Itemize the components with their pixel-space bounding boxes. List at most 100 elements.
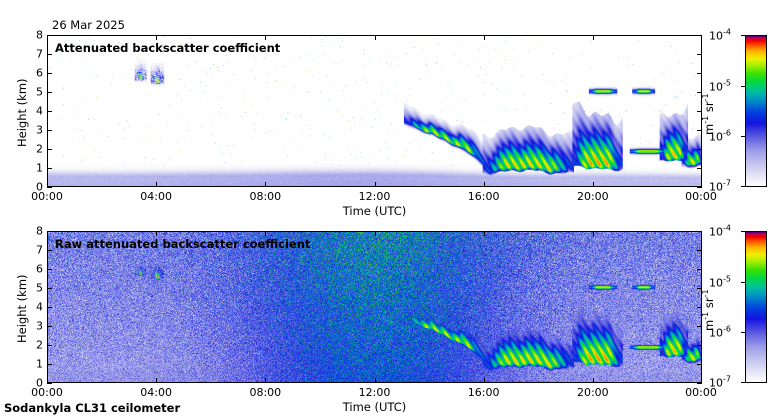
y-tick-label: 5: [36, 281, 43, 295]
colorbar-top: [745, 35, 767, 187]
x-tick: [374, 378, 376, 383]
y-tick-right: [697, 35, 702, 36]
x-tick-label: 20:00: [576, 386, 609, 399]
y-tick: [47, 130, 52, 131]
y-tick: [47, 35, 52, 36]
x-tick-top: [483, 35, 485, 40]
y-tick-label: 5: [36, 85, 43, 99]
x-tick-top: [47, 35, 48, 40]
colorbar-tick-label: 10-5: [709, 78, 731, 93]
y-tick-label: 6: [36, 262, 43, 276]
x-tick: [701, 182, 702, 187]
x-tick: [265, 378, 267, 383]
y-tick-label: 3: [36, 319, 43, 333]
x-tick-top: [483, 231, 485, 236]
x-axis-title-bottom: Time (UTC): [342, 400, 407, 414]
colorbar-tick: [741, 136, 745, 138]
y-tick-right: [697, 54, 702, 55]
x-tick-top: [47, 231, 48, 236]
y-tick-label: 2: [36, 142, 43, 156]
x-tick: [701, 378, 702, 383]
y-tick-right: [697, 269, 702, 270]
y-tick: [47, 92, 52, 93]
y-tick: [47, 326, 52, 327]
colorbar-tick: [741, 231, 745, 232]
colorbar-tick-label: 10-7: [709, 374, 731, 390]
colorbar-tick: [741, 281, 745, 283]
x-tick: [47, 378, 48, 383]
x-tick: [156, 182, 158, 187]
x-tick: [592, 182, 594, 187]
y-tick: [47, 345, 52, 346]
y-tick-label: 6: [36, 66, 43, 80]
y-tick-right: [697, 130, 702, 131]
y-tick-label: 2: [36, 338, 43, 352]
y-tick-label: 1: [36, 357, 43, 371]
colorbar-tick-label: 10-7: [709, 178, 731, 194]
y-tick-label: 4: [36, 104, 43, 118]
colorbar-tick-label: 10-6: [709, 129, 731, 144]
x-tick-label: 20:00: [576, 190, 609, 203]
colorbar-tick-label: 10-4: [709, 223, 731, 239]
y-tick: [47, 111, 52, 112]
colorbar-tick-label: 10-4: [709, 27, 731, 43]
y-tick-right: [697, 73, 702, 74]
x-tick-label: 08:00: [249, 386, 282, 399]
y-tick: [47, 250, 52, 251]
y-tick-right: [697, 187, 702, 188]
x-tick-top: [265, 231, 267, 236]
y-tick: [47, 288, 52, 289]
y-tick: [47, 187, 52, 188]
y-tick-right: [697, 92, 702, 93]
y-tick: [47, 383, 52, 384]
x-tick-label: 00:00: [31, 190, 63, 203]
y-tick-label: 8: [36, 28, 43, 42]
x-tick-label: 00:00: [685, 386, 717, 399]
y-tick-label: 1: [36, 161, 43, 175]
x-tick: [47, 182, 48, 187]
y-tick-right: [697, 231, 702, 232]
x-tick-label: 00:00: [685, 190, 717, 203]
y-tick: [47, 231, 52, 232]
y-tick-label: 0: [36, 180, 43, 194]
y-tick: [47, 149, 52, 150]
colorbar-tick: [741, 35, 745, 36]
plot-area-raw: [47, 231, 702, 383]
x-tick-label: 00:00: [31, 386, 63, 399]
x-tick-label: 04:00: [140, 190, 173, 203]
y-tick-label: 3: [36, 123, 43, 137]
y-tick-right: [697, 364, 702, 365]
colorbar-tick: [741, 382, 745, 383]
x-tick: [483, 182, 485, 187]
y-tick: [47, 269, 52, 270]
x-tick-top: [592, 231, 594, 236]
y-tick-label: 7: [36, 47, 43, 61]
x-tick-top: [701, 231, 702, 236]
panel-title-attenuated: Attenuated backscatter coefficient: [55, 41, 281, 55]
y-tick-right: [697, 111, 702, 112]
y-tick-right: [697, 149, 702, 150]
y-tick: [47, 73, 52, 74]
x-axis-title-top: Time (UTC): [342, 204, 407, 218]
y-tick: [47, 307, 52, 308]
x-tick-top: [374, 231, 376, 236]
x-tick-label: 16:00: [467, 190, 500, 203]
y-tick-right: [697, 307, 702, 308]
footer-station-label: Sodankyla CL31 ceilometer: [4, 401, 181, 415]
plot-area-attenuated: [47, 35, 702, 187]
y-tick: [47, 364, 52, 365]
x-tick-top: [374, 35, 376, 40]
x-tick: [156, 378, 158, 383]
x-tick-label: 12:00: [358, 190, 391, 203]
y-tick: [47, 54, 52, 55]
y-tick: [47, 168, 52, 169]
y-tick-right: [697, 168, 702, 169]
y-tick-right: [697, 326, 702, 327]
y-tick-label: 4: [36, 300, 43, 314]
y-tick-label: 8: [36, 224, 43, 238]
y-tick-right: [697, 345, 702, 346]
colorbar-tick-label: 10-6: [709, 325, 731, 340]
colorbar-bottom: [745, 231, 767, 383]
panel-title-raw: Raw attenuated backscatter coefficient: [55, 237, 311, 251]
x-tick: [592, 378, 594, 383]
